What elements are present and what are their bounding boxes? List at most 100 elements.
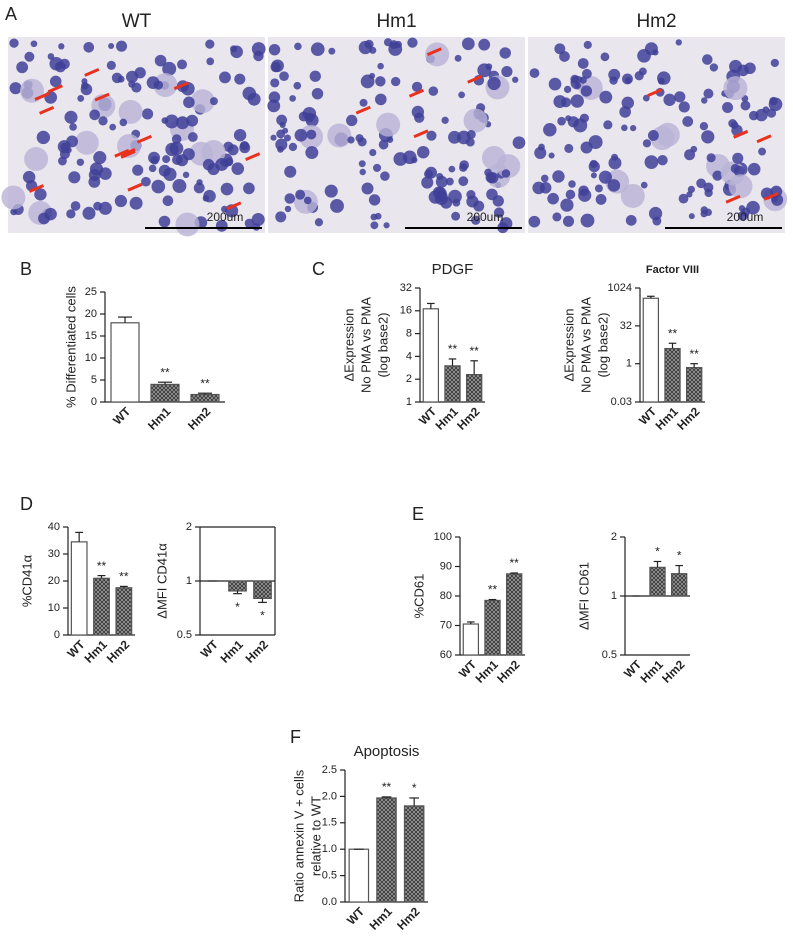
cell bbox=[501, 66, 513, 78]
cell bbox=[766, 108, 777, 118]
arrow bbox=[136, 134, 153, 144]
cell bbox=[206, 57, 215, 66]
cell bbox=[732, 152, 744, 164]
cell bbox=[723, 76, 748, 101]
cell bbox=[652, 216, 662, 226]
significance: ** bbox=[689, 347, 699, 361]
cell bbox=[451, 211, 461, 221]
bar bbox=[70, 541, 88, 636]
cell bbox=[620, 183, 645, 208]
arrow bbox=[34, 92, 50, 101]
cell bbox=[493, 207, 505, 218]
cell bbox=[161, 117, 169, 124]
cell bbox=[303, 196, 312, 205]
cell bbox=[534, 146, 547, 159]
cell bbox=[251, 212, 265, 227]
cell bbox=[328, 47, 336, 55]
panel-letter: C bbox=[312, 259, 325, 279]
y-tick-label: 4 bbox=[406, 350, 412, 362]
y-tick-label: 8 bbox=[406, 328, 412, 340]
cell bbox=[283, 134, 291, 142]
cell bbox=[640, 181, 648, 189]
cell bbox=[579, 113, 589, 123]
cell bbox=[421, 176, 434, 189]
panel-letter: E bbox=[412, 504, 424, 524]
cell bbox=[543, 123, 557, 137]
cell bbox=[270, 78, 280, 88]
cell bbox=[770, 58, 779, 68]
cell bbox=[233, 128, 247, 142]
cell bbox=[538, 143, 545, 151]
x-tick-label: Hm2 bbox=[454, 404, 483, 433]
cell bbox=[359, 98, 368, 107]
cell bbox=[471, 215, 481, 225]
bar bbox=[403, 805, 425, 903]
y-tick-label: 0.0 bbox=[322, 896, 337, 908]
significance: ** bbox=[668, 326, 678, 340]
cell bbox=[372, 163, 382, 172]
cell bbox=[678, 101, 690, 113]
bar bbox=[348, 848, 370, 903]
significance: ** bbox=[469, 344, 479, 358]
cell bbox=[728, 119, 738, 128]
cell bbox=[131, 82, 142, 93]
cell bbox=[234, 73, 246, 85]
arrow bbox=[245, 152, 261, 162]
cell bbox=[540, 174, 549, 183]
y-tick-label: 1.5 bbox=[322, 817, 337, 829]
micrograph-label: Hm2 bbox=[636, 11, 676, 32]
y-tick-label: 2 bbox=[186, 521, 192, 533]
cell bbox=[595, 194, 607, 205]
y-tick-label: 90 bbox=[440, 560, 452, 572]
cell bbox=[663, 93, 676, 106]
cell bbox=[146, 76, 160, 89]
arrow bbox=[120, 150, 136, 159]
cell bbox=[548, 77, 562, 91]
arrow bbox=[84, 68, 100, 77]
cell bbox=[284, 205, 292, 213]
cell bbox=[93, 201, 103, 211]
cell bbox=[209, 97, 218, 106]
y-tick-label: 10 bbox=[85, 352, 97, 364]
significance: ** bbox=[97, 559, 107, 573]
cell bbox=[528, 215, 541, 228]
arrow bbox=[127, 182, 143, 192]
y-tick-label: 0.03 bbox=[611, 396, 632, 408]
cell bbox=[622, 73, 633, 85]
cell bbox=[224, 157, 234, 167]
cell bbox=[588, 160, 600, 173]
cell bbox=[162, 195, 174, 207]
y-axis-label: No PMA vs PMA bbox=[358, 297, 373, 393]
panel-letter: F bbox=[290, 727, 301, 747]
y-tick-label: 100 bbox=[434, 531, 452, 543]
cell bbox=[277, 146, 284, 153]
arrow bbox=[226, 201, 242, 211]
cell bbox=[675, 39, 682, 46]
cell bbox=[477, 63, 492, 78]
cell bbox=[359, 168, 366, 176]
cell bbox=[164, 114, 179, 129]
cell bbox=[293, 81, 302, 90]
bar bbox=[505, 573, 523, 656]
cell bbox=[88, 168, 101, 181]
cell bbox=[275, 211, 287, 223]
cell bbox=[634, 71, 644, 81]
cell bbox=[625, 214, 637, 226]
bar bbox=[685, 366, 703, 403]
significance: * bbox=[677, 549, 682, 563]
x-tick-label: Hm1 bbox=[82, 637, 111, 666]
cell bbox=[532, 181, 545, 195]
cell bbox=[580, 213, 595, 228]
cell bbox=[132, 164, 144, 176]
scale-label: 200um bbox=[467, 210, 504, 224]
cell bbox=[66, 135, 78, 148]
significance: * bbox=[412, 781, 417, 795]
cell bbox=[324, 184, 338, 198]
cell bbox=[445, 177, 454, 186]
y-tick-label: 0 bbox=[54, 629, 60, 641]
cell bbox=[153, 73, 178, 98]
cell bbox=[466, 130, 476, 140]
y-axis-label: %CD61 bbox=[411, 574, 426, 619]
cell bbox=[565, 189, 576, 200]
